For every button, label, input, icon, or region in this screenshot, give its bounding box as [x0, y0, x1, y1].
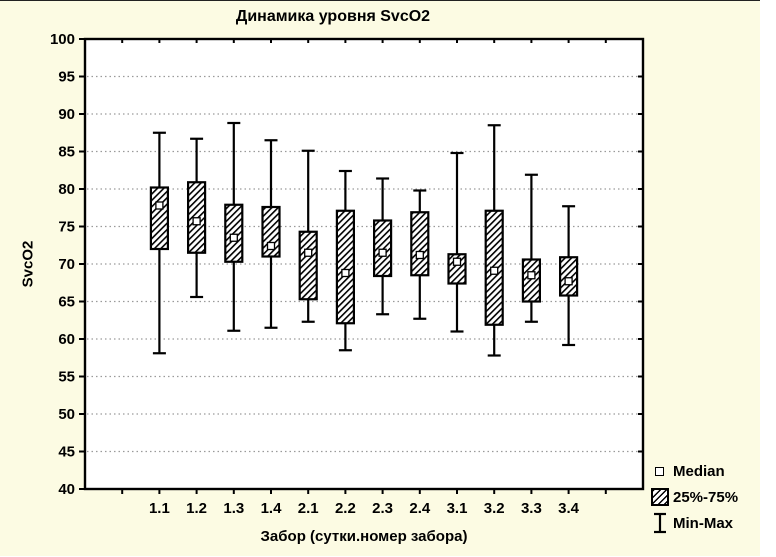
minmax-whisker-icon: [653, 512, 666, 534]
box-3.3: [521, 258, 542, 303]
box-2.1: [298, 230, 318, 301]
legend-label-25-75: 25%-75%: [673, 488, 739, 506]
y-tick-label: 75: [58, 219, 75, 236]
y-tick-label: 65: [58, 294, 75, 311]
median-marker-1.2: [192, 217, 201, 226]
y-tick-label: 100: [50, 31, 75, 48]
hatch-box-icon: [650, 488, 669, 506]
y-tick-label: 80: [58, 181, 75, 198]
legend-label-median: Median: [673, 462, 725, 480]
median-marker-2.2: [341, 268, 350, 278]
x-tick-label: 1.2: [186, 500, 207, 517]
right-margin: [760, 0, 776, 556]
plot-area: 40 45 50 55 60 65 70 75 80 85 90 95 100 1.1 1.2 1.3 1.4 2…: [50, 31, 645, 517]
median-marker-1.3: [229, 233, 238, 242]
y-tick-label: 70: [58, 256, 75, 273]
median-marker-3.3: [527, 271, 536, 280]
y-tick-label: 95: [58, 69, 75, 86]
median-marker-2.3: [378, 248, 387, 257]
legend-label-minmax: Min-Max: [673, 514, 733, 532]
x-tick-label: 1.1: [149, 500, 170, 517]
y-tick-label: 40: [58, 481, 75, 498]
x-axis-title: Забор (сутки.номер забора): [260, 528, 468, 545]
median-marker-3.4: [564, 277, 573, 286]
x-tick-label: 3.2: [484, 500, 505, 517]
chart-canvas: Динамика уровня SvcO2 SvcO2 Забор (сутки…: [0, 0, 760, 556]
median-marker-1.1: [155, 201, 164, 210]
box-2.2: [335, 209, 355, 325]
legend-marker-cell: [646, 488, 673, 506]
box-1.1: [149, 186, 169, 251]
y-tick-label: 90: [58, 106, 75, 123]
x-tick-label: 2.2: [335, 500, 356, 517]
x-tick-label: 1.4: [261, 500, 283, 517]
x-tick-label: 2.4: [409, 500, 431, 517]
y-tick-label: 55: [58, 369, 75, 386]
legend-item-25-75: 25%-75%: [646, 484, 738, 510]
x-tick-label: 3.1: [447, 500, 468, 517]
y-tick-label: 50: [58, 406, 75, 423]
legend-marker-cell: [646, 511, 673, 535]
y-tick-label: 60: [58, 331, 75, 348]
box-3.1: [447, 253, 467, 285]
median-square-icon: [655, 466, 664, 476]
x-tick-label: 2.1: [298, 500, 319, 517]
x-tick-label: 1.3: [223, 500, 244, 517]
legend: Median 25%-75% Min-Max: [646, 458, 738, 536]
x-tick-label: 3.3: [521, 500, 542, 517]
median-marker-1.4: [266, 241, 276, 251]
legend-marker-cell: [646, 466, 673, 476]
x-tick-label: 3.4: [558, 500, 580, 517]
x-tick-label: 2.3: [372, 500, 393, 517]
y-tick-label: 85: [58, 144, 75, 161]
box-3.4: [558, 256, 579, 297]
legend-item-minmax: Min-Max: [646, 510, 738, 536]
median-marker-2.4: [415, 250, 424, 260]
box-2.3: [373, 219, 393, 278]
median-marker-3.1: [452, 257, 462, 266]
median-marker-2.1: [304, 248, 313, 257]
box-1.3: [224, 203, 244, 263]
chart-title: Динамика уровня SvcO2: [235, 8, 431, 25]
median-marker-3.2: [490, 266, 499, 275]
y-tick-label: 45: [58, 444, 75, 461]
legend-item-median: Median: [646, 458, 738, 484]
box-1.4: [261, 205, 281, 258]
box-2.4: [410, 211, 430, 277]
